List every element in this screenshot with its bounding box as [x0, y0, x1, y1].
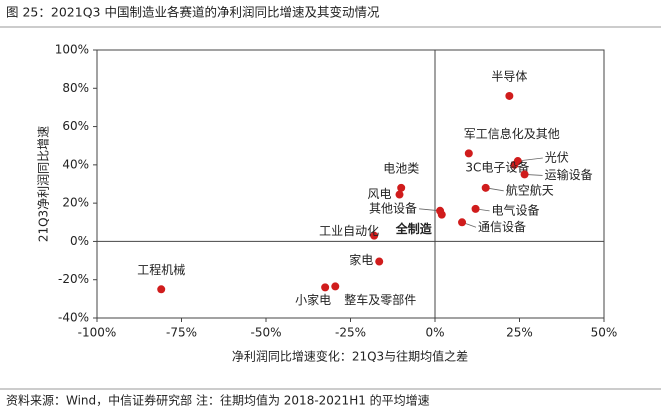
x-tick-label: -75% [166, 326, 197, 340]
point [375, 257, 384, 266]
x-axis-title: 净利润同比增速变化：21Q3与往期均值之差 [232, 349, 468, 364]
point-label: 航空航天 [506, 182, 554, 197]
point-label: 工程机械 [137, 262, 185, 277]
point [331, 282, 340, 291]
point-label: 3C电子设备 [465, 160, 529, 174]
y-tick-label: 60% [62, 119, 89, 133]
x-tick-label: -25% [335, 326, 366, 340]
x-tick-label: -100% [78, 326, 117, 340]
x-tick-label: 0% [425, 326, 444, 340]
point-label: 军工信息化及其他 [464, 126, 560, 141]
point-label: 半导体 [491, 69, 527, 83]
point-label: 其他设备 [369, 201, 417, 215]
point-label: 运输设备 [545, 167, 593, 182]
y-tick-label: 80% [62, 81, 89, 95]
point [157, 285, 166, 294]
point-label: 通信设备 [478, 220, 526, 234]
x-tick-label: 25% [506, 326, 533, 340]
point [520, 170, 529, 179]
point [481, 183, 490, 192]
point-label: 家电 [349, 252, 373, 267]
point-label: 电池类 [383, 161, 419, 175]
x-tick-label: -50% [250, 326, 281, 340]
leader-line [517, 157, 543, 162]
y-axis-title: 21Q3净利润同比增速 [37, 126, 51, 242]
point-label: 电气设备 [492, 202, 540, 217]
y-tick-label: 100% [55, 43, 89, 57]
y-tick-label: -40% [58, 311, 89, 325]
source-note: 资料来源：Wind，中信证券研究部 注：往期均值为 2018-2021H1 的平… [6, 393, 430, 408]
point-label: 光伏 [545, 151, 569, 165]
point-label: 整车及零部件 [344, 292, 416, 307]
point-label: 全制造 [395, 221, 433, 236]
point [321, 283, 330, 292]
y-tick-label: 20% [62, 196, 89, 210]
point-label: 风电 [367, 187, 391, 201]
point [458, 218, 467, 227]
point [464, 149, 473, 158]
point [437, 210, 446, 219]
point [397, 183, 406, 192]
point [395, 190, 404, 199]
y-tick-label: 0% [70, 234, 89, 248]
y-tick-label: 40% [62, 157, 89, 171]
point-label: 小家电 [295, 292, 331, 307]
point-label: 工业自动化 [319, 224, 379, 238]
x-tick-label: 50% [591, 326, 618, 340]
y-tick-label: -20% [58, 272, 89, 286]
point [510, 160, 519, 169]
point [370, 231, 379, 240]
point [505, 91, 514, 100]
point [471, 204, 480, 213]
chart-title: 图 25：2021Q3 中国制造业各赛道的净利润同比增速及其变动情况 [6, 5, 380, 20]
